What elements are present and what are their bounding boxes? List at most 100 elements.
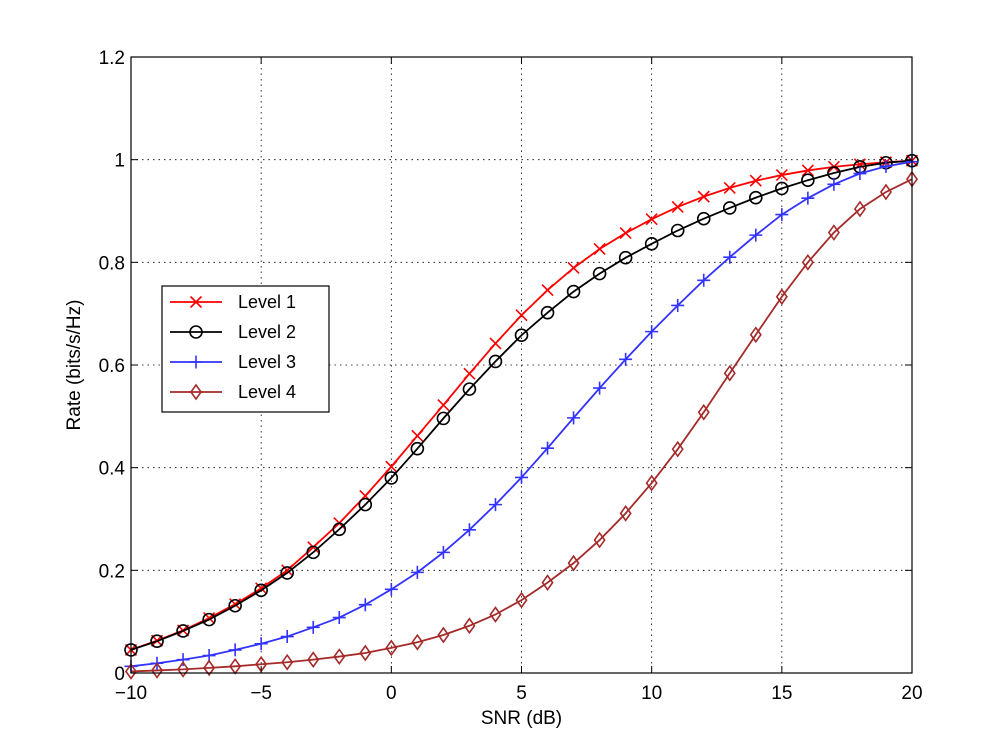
diamond-marker-shape xyxy=(749,326,762,344)
plus-marker-shape xyxy=(488,498,502,512)
data-point xyxy=(723,364,736,382)
data-point xyxy=(462,382,477,396)
diamond-marker-shape xyxy=(541,574,554,592)
data-point xyxy=(410,441,425,456)
data-point xyxy=(749,228,763,242)
plus-marker-shape xyxy=(280,630,294,644)
data-point xyxy=(359,644,372,662)
diamond-marker-shape xyxy=(827,224,840,241)
plus-marker-shape xyxy=(775,208,789,222)
data-point xyxy=(254,637,268,651)
plus-marker-shape xyxy=(749,228,763,242)
data-point xyxy=(124,663,138,680)
diamond-marker-shape xyxy=(307,651,320,669)
series-level-4 xyxy=(124,170,919,680)
legend-label: Level 3 xyxy=(238,352,296,372)
y-axis-label: Rate (bits/s/Hz) xyxy=(64,300,85,431)
diamond-marker-shape xyxy=(619,504,632,522)
data-point xyxy=(489,606,502,623)
x-tick-label: 5 xyxy=(516,683,527,704)
circle-marker-shape xyxy=(384,471,399,485)
data-point xyxy=(280,566,295,580)
data-point xyxy=(307,541,320,554)
diamond-marker-shape xyxy=(489,606,502,623)
data-point xyxy=(332,522,347,537)
data-point xyxy=(515,470,528,484)
x-marker-shape xyxy=(411,429,424,442)
data-point xyxy=(150,634,164,648)
x-marker-shape xyxy=(723,181,736,194)
data-point xyxy=(488,354,503,369)
plus-marker-shape xyxy=(541,441,555,455)
x-marker-shape xyxy=(307,541,320,554)
data-point xyxy=(567,411,581,425)
diamond-marker-shape xyxy=(567,554,580,572)
y-tick-label: 0 xyxy=(114,664,125,685)
diamond-marker-shape xyxy=(333,648,346,665)
data-point xyxy=(801,164,814,177)
data-point xyxy=(332,611,346,625)
data-point xyxy=(801,173,815,187)
x-axis-label: SNR (dB) xyxy=(481,708,562,729)
data-point xyxy=(541,441,555,455)
data-point xyxy=(515,591,528,609)
data-point xyxy=(775,288,788,306)
data-point xyxy=(593,381,607,395)
data-point xyxy=(853,200,866,218)
circle-marker-shape xyxy=(514,328,529,343)
plus-marker-shape xyxy=(801,191,815,205)
plus-marker-shape xyxy=(619,352,633,366)
data-point xyxy=(671,200,684,213)
data-point xyxy=(775,169,788,182)
data-point xyxy=(228,643,242,657)
legend-marker xyxy=(189,383,203,401)
data-point xyxy=(593,242,606,256)
data-point xyxy=(306,620,320,634)
data-point xyxy=(645,474,658,492)
data-point xyxy=(177,661,190,678)
circle-marker-shape xyxy=(332,522,347,537)
circle-marker-shape xyxy=(189,325,203,339)
legend-box xyxy=(161,285,330,413)
data-point xyxy=(593,531,606,549)
legend-label: Level 1 xyxy=(238,292,296,312)
data-point xyxy=(697,190,710,203)
legend-entry: Level 3 xyxy=(170,352,296,372)
diamond-marker-shape xyxy=(463,617,476,635)
diamond-marker-shape xyxy=(385,639,398,657)
data-point xyxy=(619,227,632,240)
diamond-marker-shape xyxy=(124,663,138,680)
diamond-marker-shape xyxy=(645,474,658,492)
data-point xyxy=(722,201,737,215)
x-marker-shape xyxy=(619,227,632,240)
data-point xyxy=(384,582,398,596)
data-point xyxy=(515,309,528,322)
diamond-marker-shape xyxy=(879,183,892,201)
plus-marker-shape xyxy=(879,159,893,173)
data-point xyxy=(437,626,450,644)
legend-marker xyxy=(189,325,203,339)
circle-marker-shape xyxy=(410,441,425,456)
x-marker-shape xyxy=(775,169,788,182)
circle-marker-shape xyxy=(748,190,763,205)
data-point xyxy=(879,183,892,201)
x-marker-shape xyxy=(645,213,658,226)
data-point xyxy=(723,181,736,194)
diamond-marker-shape xyxy=(151,662,164,679)
diamond-marker-shape xyxy=(359,644,372,662)
plus-marker-shape xyxy=(827,177,841,191)
diamond-marker-shape xyxy=(515,591,528,609)
plus-marker-shape xyxy=(645,325,659,339)
y-tick-label: 0.4 xyxy=(99,459,126,480)
diamond-marker-shape xyxy=(801,253,814,271)
x-tick-label: −5 xyxy=(250,683,272,704)
data-point xyxy=(202,612,216,627)
y-tick-label: 0.8 xyxy=(99,253,125,274)
circle-marker-shape xyxy=(566,284,581,299)
diamond-marker-shape xyxy=(723,364,736,382)
y-tick-label: 0.6 xyxy=(99,356,125,377)
circle-marker-shape xyxy=(306,545,321,560)
data-point xyxy=(619,504,632,522)
plus-marker-shape xyxy=(723,250,737,264)
